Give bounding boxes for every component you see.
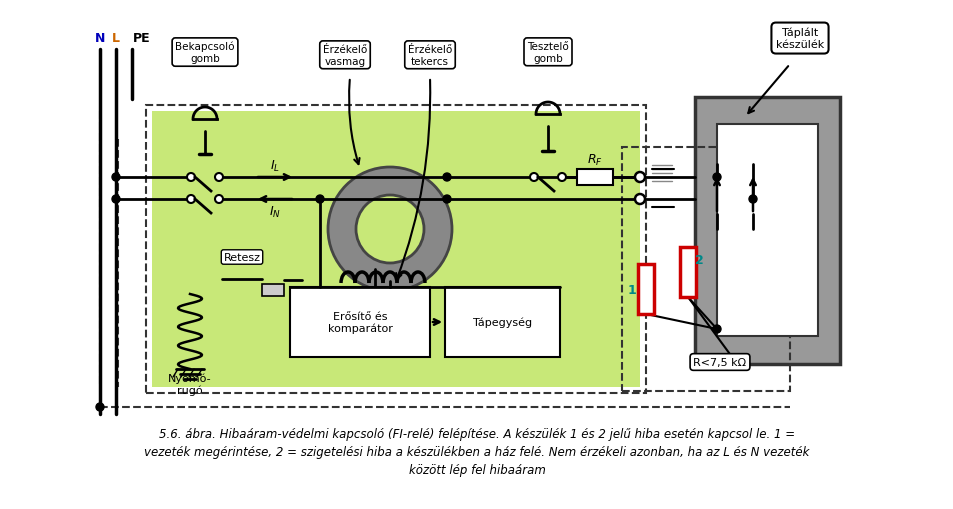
Bar [146,106,645,393]
Text: N: N [94,32,105,44]
Circle shape [187,195,194,204]
Circle shape [635,173,644,183]
Circle shape [187,174,194,182]
Text: Tápegység: Tápegység [473,317,532,328]
Text: Táplált
készülék: Táplált készülék [775,28,823,50]
Circle shape [442,195,451,204]
Text: $I_L$: $I_L$ [270,158,280,173]
Text: Érzékelő
tekercs: Érzékelő tekercs [408,45,452,67]
Text: R<7,5 kΩ: R<7,5 kΩ [693,357,746,367]
Circle shape [112,174,120,182]
Circle shape [635,194,644,205]
Circle shape [442,174,451,182]
Circle shape [112,195,120,204]
Circle shape [214,195,223,204]
Circle shape [558,174,565,182]
Text: $I_N$: $I_N$ [269,204,281,219]
Bar [262,285,284,296]
Text: 2: 2 [694,253,702,266]
Circle shape [315,195,324,204]
Text: 1: 1 [627,283,636,296]
Bar [621,148,789,391]
Text: Retesz: Retesz [223,252,260,263]
Bar [638,265,654,315]
Circle shape [530,174,537,182]
Bar [152,112,639,387]
Text: 5.6. ábra. Hibaáram-védelmi kapcsoló (FI-relé) felépítése. A készülék 1 és 2 jel: 5.6. ábra. Hibaáram-védelmi kapcsoló (FI… [159,427,794,440]
Text: Erősítő és
komparátor: Erősítő és komparátor [327,312,392,333]
Circle shape [214,174,223,182]
Bar [717,125,817,336]
Bar [577,169,613,186]
Bar [679,247,696,297]
Circle shape [96,403,104,411]
Circle shape [748,195,757,204]
Text: Érzékelő
vasmag: Érzékelő vasmag [322,45,367,67]
Text: L: L [112,32,120,44]
Circle shape [328,167,452,292]
Text: PE: PE [133,32,151,44]
Text: Tesztelő
gomb: Tesztelő gomb [527,42,568,64]
Bar [695,98,840,364]
Bar [290,288,430,357]
Bar [444,288,559,357]
Text: Nyomó-
rugó: Nyomó- rugó [168,373,212,395]
Text: $R_F$: $R_F$ [586,152,602,167]
Text: Bekapcsoló
gomb: Bekapcsoló gomb [175,42,234,64]
Circle shape [712,174,720,182]
Text: vezeték megérintése, 2 = szigetelési hiba a készülékben a ház felé. Nem érzékeli: vezeték megérintése, 2 = szigetelési hib… [144,445,809,458]
Circle shape [355,195,423,264]
Circle shape [712,325,720,333]
Text: között lép fel hibaáram: között lép fel hibaáram [408,463,545,476]
